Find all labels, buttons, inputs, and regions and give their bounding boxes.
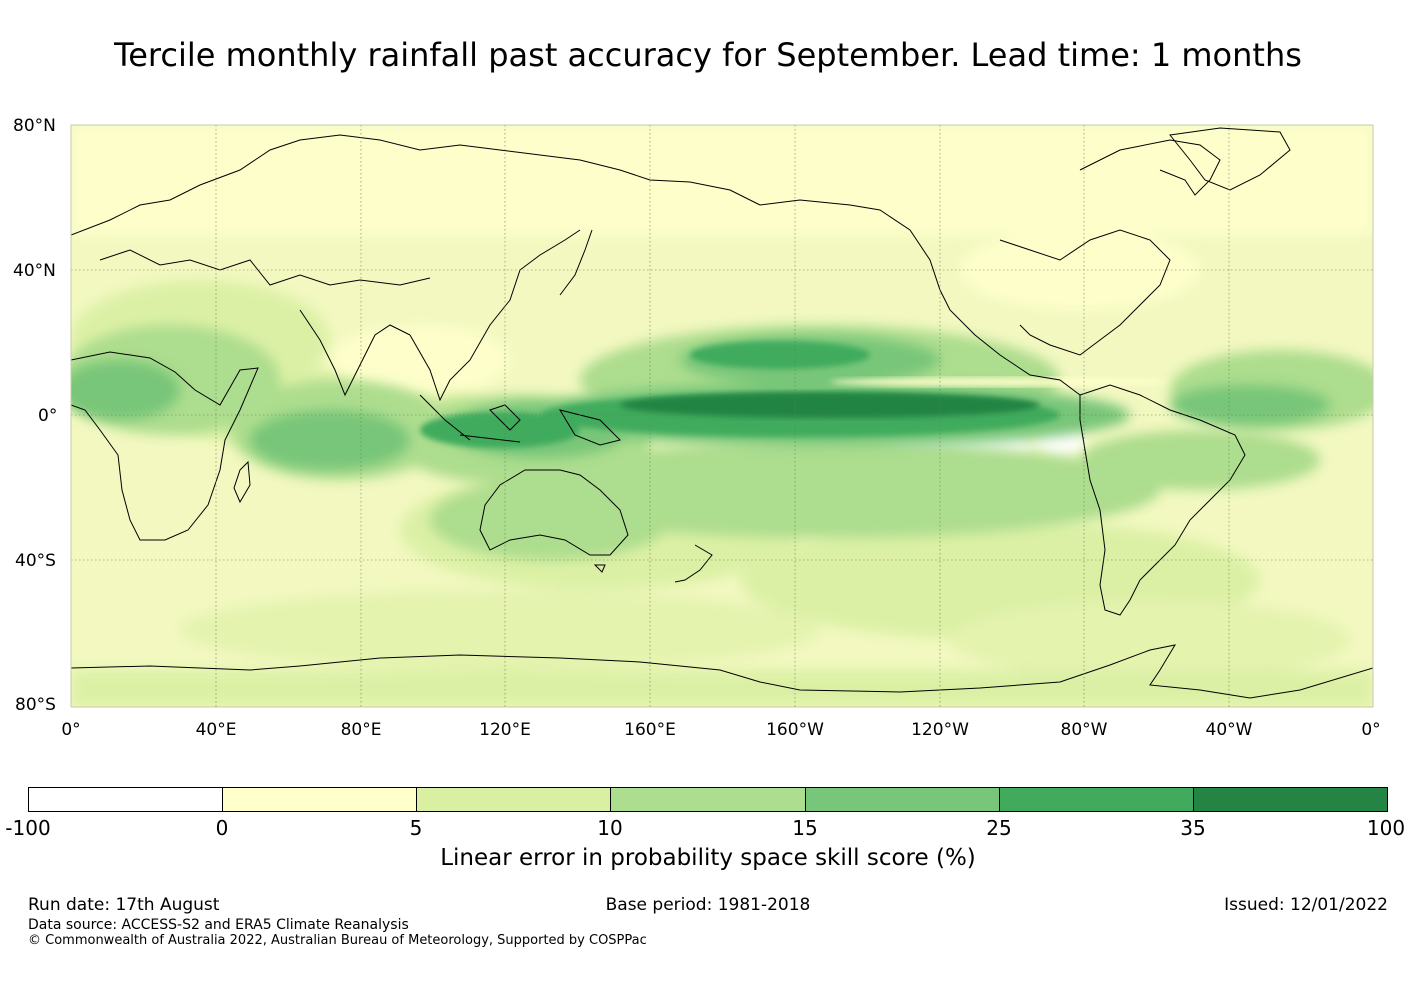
colorbar-tick: 5 xyxy=(409,816,423,840)
map-title: Tercile monthly rainfall past accuracy f… xyxy=(114,36,1302,74)
colorbar-segment xyxy=(223,788,418,811)
lat-label-80n: 80°N xyxy=(13,116,56,136)
colorbar xyxy=(28,787,1388,812)
lat-label-80s: 80°S xyxy=(15,695,56,715)
colorbar-tick: 100 xyxy=(1366,816,1406,840)
base-period: Base period: 1981-2018 xyxy=(605,895,811,915)
map-frame xyxy=(70,124,1374,708)
colorbar-segment xyxy=(611,788,806,811)
gridlines xyxy=(71,125,1373,707)
lon-label-0-left: 0° xyxy=(61,720,81,740)
lat-label-0: 0° xyxy=(38,406,58,426)
lat-label-40n: 40°N xyxy=(13,261,56,281)
colorbar-segment xyxy=(29,788,224,811)
lon-label-40w: 40°W xyxy=(1205,720,1253,740)
lon-label-40e: 40°E xyxy=(195,720,237,740)
colorbar-tick: 10 xyxy=(597,816,623,840)
colorbar-label: Linear error in probability space skill … xyxy=(440,845,976,871)
map-field xyxy=(71,125,1373,707)
map-area: 80°N 40°N 0° 40°S 80°S 0° 40°E 80°E 120°… xyxy=(0,110,1416,750)
lat-label-40s: 40°S xyxy=(15,551,56,571)
colorbar-segment xyxy=(417,788,612,811)
colorbar-tick: 35 xyxy=(1180,816,1206,840)
copyright: © Commonwealth of Australia 2022, Austra… xyxy=(28,933,647,948)
lon-label-120e: 120°E xyxy=(479,720,531,740)
colorbar-tick: 25 xyxy=(986,816,1012,840)
skill-map xyxy=(70,124,1374,708)
colorbar-segment xyxy=(999,788,1194,811)
data-source: Data source: ACCESS-S2 and ERA5 Climate … xyxy=(28,917,409,933)
colorbar-tick: 15 xyxy=(792,816,818,840)
colorbar-segment xyxy=(1193,788,1387,811)
issued-date: Issued: 12/01/2022 xyxy=(1224,895,1388,915)
lon-label-0-right: 0° xyxy=(1361,720,1381,740)
run-date: Run date: 17th August xyxy=(28,895,220,915)
colorbar-segment xyxy=(805,788,1000,811)
colorbar-tick: -100 xyxy=(5,816,51,840)
lon-label-80e: 80°E xyxy=(340,720,382,740)
lon-label-120w: 120°W xyxy=(911,720,969,740)
lon-label-160w: 160°W xyxy=(766,720,824,740)
lon-label-160e: 160°E xyxy=(624,720,676,740)
colorbar-tick: 0 xyxy=(215,816,229,840)
lon-label-80w: 80°W xyxy=(1060,720,1108,740)
